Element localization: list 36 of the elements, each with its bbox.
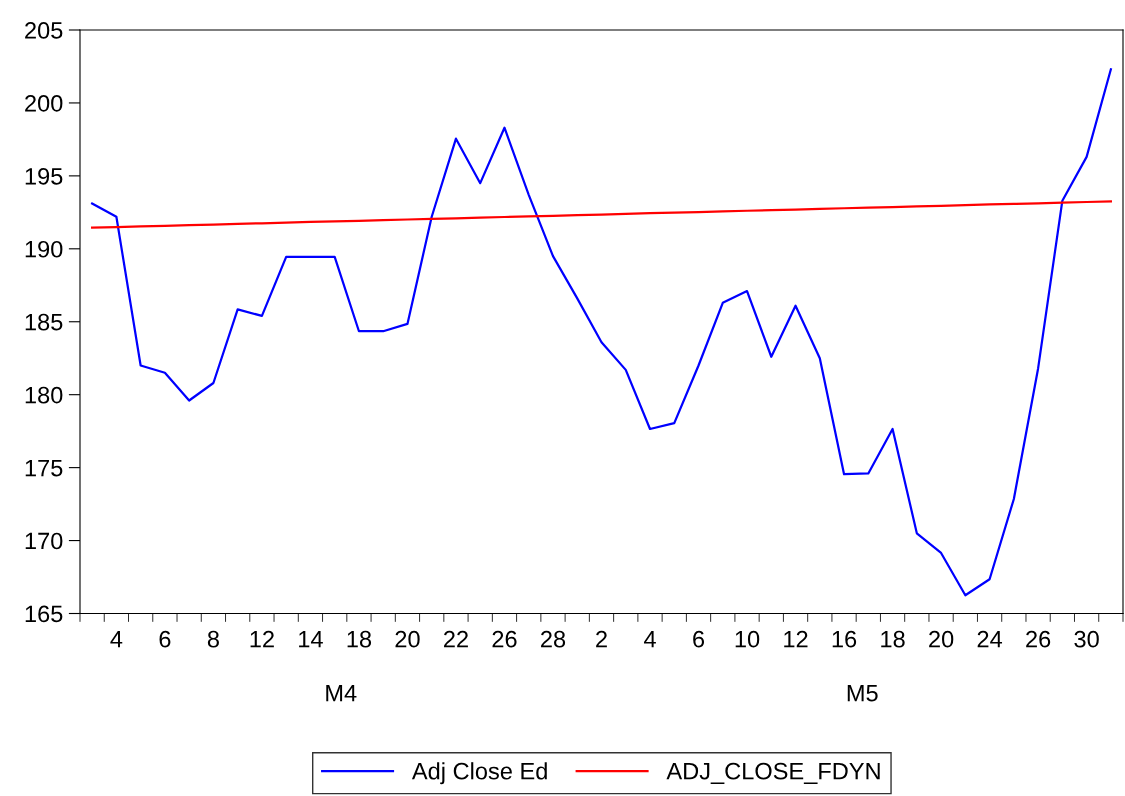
x-tick-label: 26 bbox=[1026, 630, 1051, 648]
y-tick-label: 200 bbox=[25, 95, 63, 112]
x-tick-label: 26 bbox=[492, 630, 517, 648]
x-tick-label: 6 bbox=[693, 630, 705, 648]
x-tick-label: 16 bbox=[832, 630, 857, 648]
x-tick-label: 22 bbox=[444, 630, 468, 648]
text: M4 bbox=[326, 685, 357, 702]
y-tick-label: 180 bbox=[25, 386, 63, 404]
y-tick-label: 190 bbox=[25, 240, 63, 258]
y-tick-label: 195 bbox=[25, 167, 63, 185]
x-tick-label: 24 bbox=[977, 630, 1003, 648]
y-tick-label: 165 bbox=[25, 605, 63, 623]
x-tick-label: 14 bbox=[299, 631, 323, 648]
legend-label: ADJ_CLOSE_FDYN bbox=[666, 762, 880, 784]
x-tick-label: 18 bbox=[881, 630, 905, 648]
x-tick-label: 2 bbox=[596, 630, 607, 648]
x-tick-label: 4 bbox=[643, 631, 656, 648]
line-series bbox=[91, 68, 1112, 597]
x-tick-label: 12 bbox=[784, 630, 808, 648]
y-tick-label: 185 bbox=[25, 313, 63, 331]
y-tick-label: 175 bbox=[25, 459, 63, 477]
x-tick-label: 28 bbox=[541, 630, 566, 648]
x-tick-label: 10 bbox=[735, 630, 760, 648]
x-tick-label: 8 bbox=[207, 630, 219, 648]
x-tick-label: 20 bbox=[929, 630, 954, 648]
x-tick-label: 20 bbox=[395, 630, 420, 648]
legend-label: Adj Close Ed bbox=[411, 762, 547, 785]
x-tick-label: 6 bbox=[159, 630, 171, 648]
x-tick-label: 30 bbox=[1074, 630, 1099, 648]
x-tick-label: 18 bbox=[347, 630, 372, 648]
y-tick-label: 205 bbox=[25, 22, 63, 39]
x-tick-label: 4 bbox=[110, 631, 123, 648]
x-tick-label: 12 bbox=[250, 630, 274, 648]
y-tick-label: 170 bbox=[25, 532, 63, 550]
text: M5 bbox=[847, 685, 878, 702]
line-series bbox=[91, 200, 1112, 229]
